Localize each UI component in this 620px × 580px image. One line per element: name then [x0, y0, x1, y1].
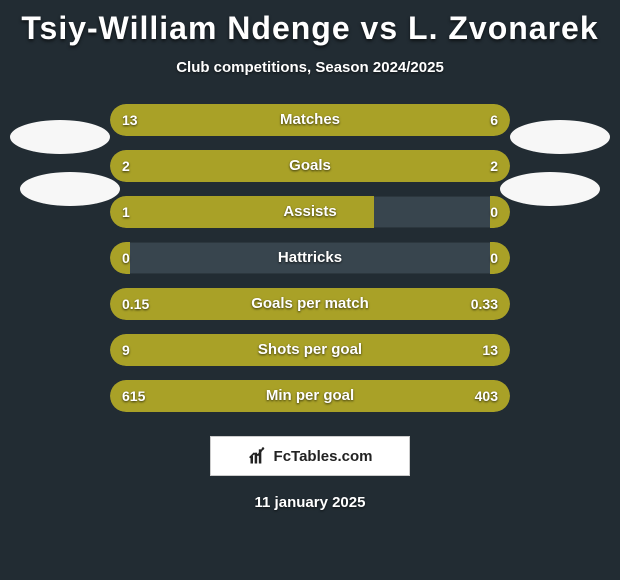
page-title: Tsiy-William Ndenge vs L. Zvonarek [0, 0, 620, 47]
stat-value-left: 9 [122, 334, 130, 366]
source-badge-label: FcTables.com [274, 448, 373, 465]
stat-label: Hattricks [110, 242, 510, 274]
stat-row: 0 0Hattricks [110, 242, 510, 274]
stat-row: 0.150.33Goals per match [110, 288, 510, 320]
stat-value-left: 615 [122, 380, 145, 412]
stat-row: 136Matches [110, 104, 510, 136]
stat-row: 10Assists [110, 196, 510, 228]
stat-value-right: 6 [490, 104, 498, 136]
stat-bar-left [110, 150, 310, 182]
stat-value-left: 0 [122, 242, 130, 274]
source-badge[interactable]: FcTables.com [210, 436, 410, 476]
stat-row: 913Shots per goal [110, 334, 510, 366]
stat-bar-right [234, 288, 510, 320]
stat-value-right: 0 [490, 242, 498, 274]
stat-value-right: 0 [490, 196, 498, 228]
stat-value-right: 2 [490, 150, 498, 182]
stat-value-right: 13 [482, 334, 498, 366]
stats-container: 136Matches22Goals10Assists00Hattricks0.1… [0, 104, 620, 412]
stat-bar-left [110, 334, 274, 366]
stat-value-right: 403 [475, 380, 498, 412]
club-logo-left [10, 120, 110, 154]
date-label: 11 january 2025 [0, 494, 620, 511]
subtitle: Club competitions, Season 2024/2025 [0, 59, 620, 76]
stat-value-left: 1 [122, 196, 130, 228]
stat-bar-left [110, 196, 374, 228]
stat-row: 615403Min per goal [110, 380, 510, 412]
club-logo-right [500, 172, 600, 206]
club-logo-left [20, 172, 120, 206]
club-logo-right [510, 120, 610, 154]
stat-value-left: 13 [122, 104, 138, 136]
stat-value-left: 0.15 [122, 288, 149, 320]
stat-bar-right [310, 150, 510, 182]
stat-bar-left [110, 104, 384, 136]
stat-value-right: 0.33 [471, 288, 498, 320]
stat-bar-right [274, 334, 510, 366]
stat-bar-left [110, 380, 352, 412]
stat-value-left: 2 [122, 150, 130, 182]
stat-row: 22Goals [110, 150, 510, 182]
chart-icon [248, 446, 268, 466]
